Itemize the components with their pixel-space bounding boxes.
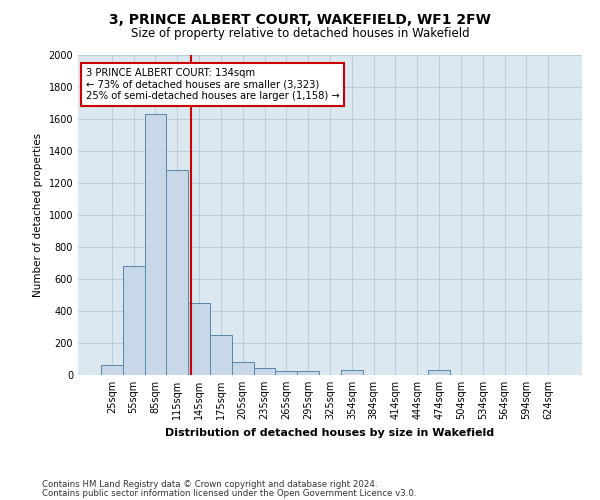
Bar — [232, 362, 254, 375]
Bar — [210, 335, 232, 375]
Text: 3 PRINCE ALBERT COURT: 134sqm
← 73% of detached houses are smaller (3,323)
25% o: 3 PRINCE ALBERT COURT: 134sqm ← 73% of d… — [86, 68, 340, 101]
Bar — [145, 114, 166, 375]
Bar — [341, 370, 363, 375]
Text: Size of property relative to detached houses in Wakefield: Size of property relative to detached ho… — [131, 28, 469, 40]
Bar — [254, 368, 275, 375]
Bar — [166, 170, 188, 375]
Text: Contains HM Land Registry data © Crown copyright and database right 2024.: Contains HM Land Registry data © Crown c… — [42, 480, 377, 489]
Y-axis label: Number of detached properties: Number of detached properties — [33, 133, 43, 297]
Bar — [188, 303, 210, 375]
Bar — [428, 370, 450, 375]
Text: Contains public sector information licensed under the Open Government Licence v3: Contains public sector information licen… — [42, 489, 416, 498]
X-axis label: Distribution of detached houses by size in Wakefield: Distribution of detached houses by size … — [166, 428, 494, 438]
Bar — [123, 266, 145, 375]
Bar — [297, 371, 319, 375]
Bar — [275, 371, 297, 375]
Bar — [101, 366, 123, 375]
Text: 3, PRINCE ALBERT COURT, WAKEFIELD, WF1 2FW: 3, PRINCE ALBERT COURT, WAKEFIELD, WF1 2… — [109, 12, 491, 26]
